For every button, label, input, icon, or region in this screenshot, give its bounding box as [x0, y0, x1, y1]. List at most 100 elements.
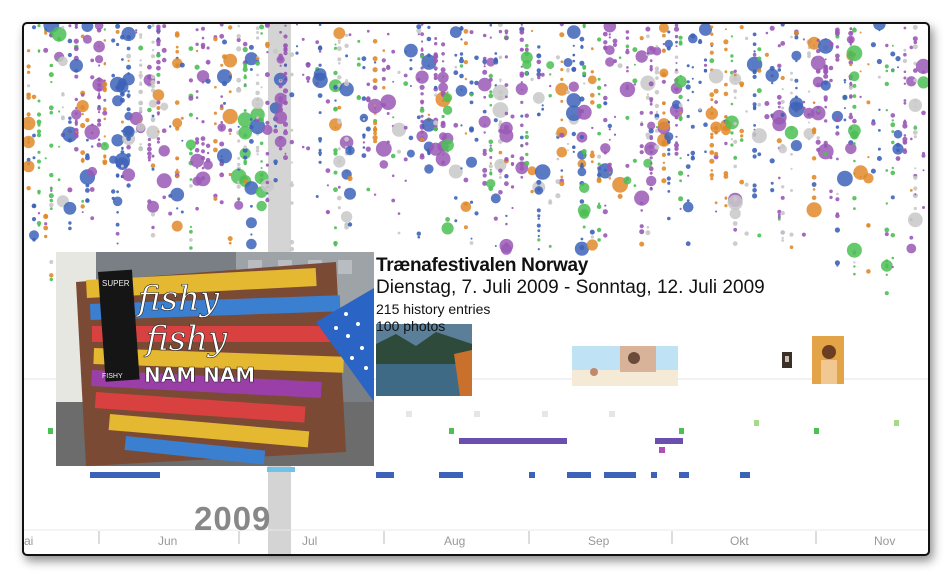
event-marker[interactable] [754, 420, 759, 426]
history-dot [229, 72, 232, 75]
event-bar[interactable] [651, 472, 657, 478]
event-marker[interactable] [609, 411, 615, 417]
history-dot [582, 210, 586, 215]
history-dot [891, 140, 895, 145]
history-dot [156, 37, 160, 41]
history-dot [81, 199, 85, 203]
history-dot [732, 241, 738, 247]
history-dot [604, 204, 607, 207]
month-label-jul[interactable]: Jul [302, 534, 318, 548]
history-dot [829, 78, 833, 83]
history-dot [661, 79, 667, 84]
event-bar[interactable] [655, 438, 683, 444]
event-marker[interactable] [894, 420, 899, 426]
history-dot [896, 148, 900, 152]
month-label-jun[interactable]: Jun [158, 534, 178, 548]
history-dot [121, 146, 124, 150]
event-bar[interactable] [659, 447, 665, 453]
month-label-sep[interactable]: Sep [588, 534, 610, 548]
history-dot [648, 166, 654, 172]
history-dot [100, 142, 110, 151]
history-dot [727, 194, 743, 211]
event-marker[interactable] [406, 411, 412, 417]
event-bar[interactable] [604, 472, 636, 478]
event-marker[interactable] [542, 411, 548, 417]
history-dot [336, 46, 342, 52]
event-bar[interactable] [90, 472, 160, 478]
history-dot [382, 86, 386, 90]
history-dot [525, 43, 529, 48]
event-marker[interactable] [814, 428, 819, 434]
history-dot [73, 46, 79, 52]
history-dot [744, 36, 749, 41]
history-dot [102, 81, 108, 87]
history-dot [498, 168, 503, 173]
event-bar[interactable] [439, 472, 463, 478]
history-dot [662, 73, 666, 78]
event-marker[interactable] [48, 428, 53, 434]
history-dot [603, 101, 608, 106]
history-dot [409, 58, 413, 62]
thumbnail-portrait[interactable] [812, 336, 844, 384]
history-dot [723, 126, 729, 132]
history-dot [284, 152, 287, 155]
month-label-okt[interactable]: Okt [730, 534, 749, 548]
history-dot [639, 110, 644, 115]
history-dot [603, 40, 608, 45]
history-dot [333, 241, 338, 246]
history-dot [244, 181, 259, 195]
event-bar[interactable] [740, 472, 750, 478]
event-marker[interactable] [474, 411, 480, 417]
event-marker[interactable] [449, 428, 454, 434]
history-dot [419, 108, 425, 113]
thumbnail-fjord[interactable] [376, 324, 472, 396]
history-dot [777, 209, 782, 214]
history-dot [266, 192, 269, 195]
history-dot [486, 57, 496, 67]
history-dot [520, 88, 523, 91]
featured-event-photo[interactable]: SUPER FISHY fishy fishy NAM NAM [56, 252, 374, 466]
history-dot [102, 161, 107, 166]
history-dot [175, 49, 179, 54]
event-bar[interactable] [267, 467, 295, 472]
history-dot [499, 128, 514, 143]
history-dot [440, 67, 446, 73]
thumbnail-small[interactable] [782, 352, 792, 368]
history-dot [84, 124, 100, 140]
history-dot [420, 32, 424, 36]
history-dot [498, 55, 503, 60]
history-dot [236, 87, 242, 93]
history-dot [201, 166, 205, 170]
event-bar[interactable] [679, 472, 689, 478]
history-dot [37, 24, 41, 28]
event-bar[interactable] [459, 438, 567, 444]
history-dot [845, 142, 857, 155]
history-dot [434, 85, 438, 90]
event-marker[interactable] [679, 428, 684, 434]
history-dot [90, 145, 94, 148]
month-label-may[interactable]: ai [24, 534, 34, 548]
event-bar[interactable] [529, 472, 535, 478]
event-bar[interactable] [376, 472, 394, 478]
history-dot [605, 57, 615, 67]
month-label-nov[interactable]: Nov [874, 534, 896, 548]
history-dot [318, 153, 322, 157]
history-dot [115, 231, 120, 236]
history-dot [43, 47, 49, 53]
history-dot [913, 186, 918, 191]
event-bar[interactable] [567, 472, 591, 478]
history-dot [180, 116, 184, 120]
history-dot [283, 44, 288, 48]
history-dot [454, 65, 458, 69]
history-dot [381, 67, 386, 72]
history-dot [454, 53, 458, 57]
history-dot [441, 60, 445, 63]
history-dot [158, 145, 170, 157]
history-dot [68, 120, 72, 124]
month-label-aug[interactable]: Aug [444, 534, 466, 548]
thumbnail-beach[interactable] [572, 346, 678, 386]
history-dot [305, 76, 311, 81]
history-dot [537, 187, 541, 192]
history-dot [912, 192, 918, 199]
history-dot [469, 100, 474, 105]
